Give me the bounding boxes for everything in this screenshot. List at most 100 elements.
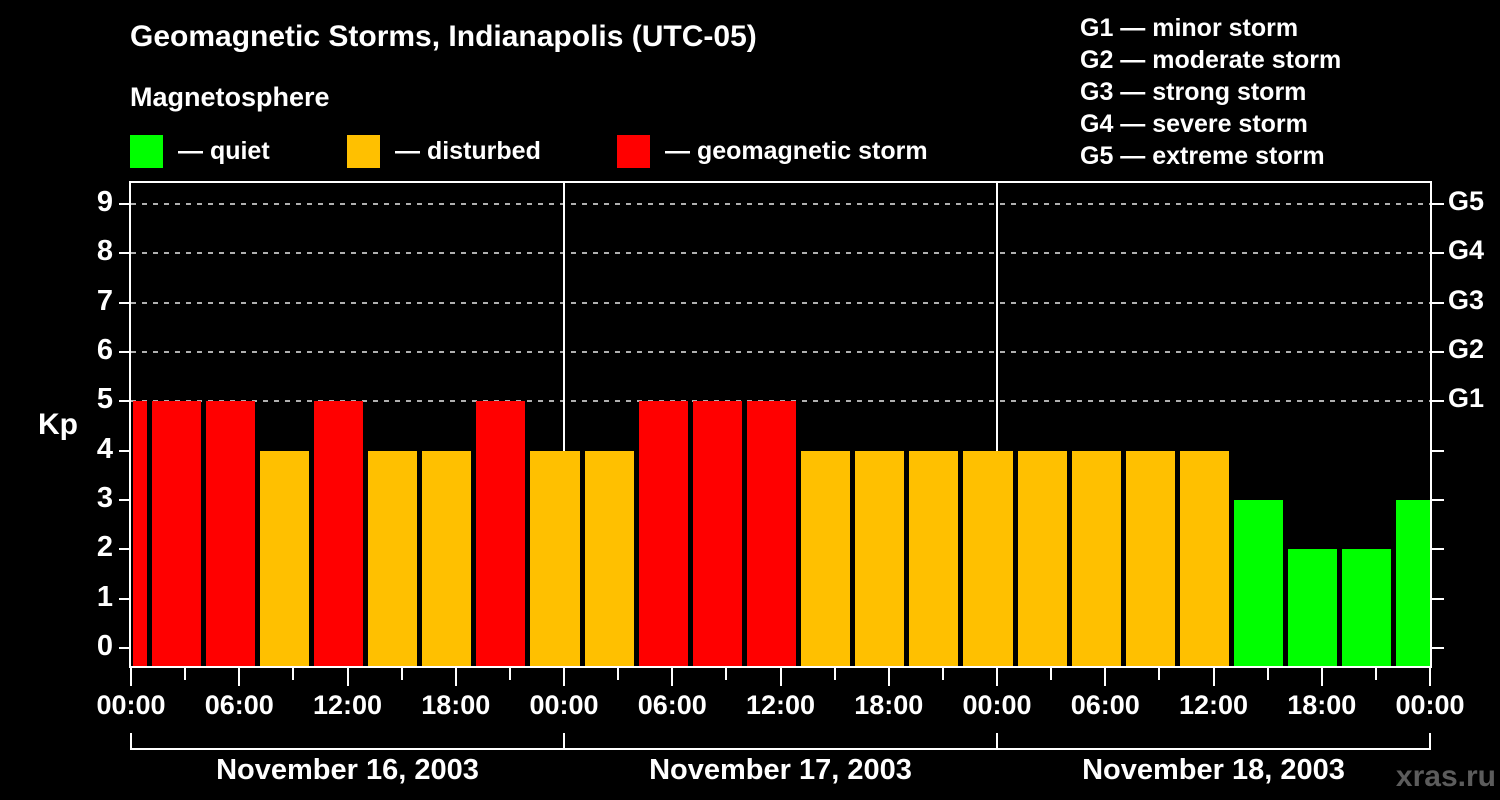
g-axis-label-g2: G2 xyxy=(1448,334,1485,365)
x-axis-major-tick xyxy=(454,668,457,686)
x-axis-minor-tick xyxy=(400,668,403,680)
date-label: November 16, 2003 xyxy=(216,754,479,786)
y-tick-label: 0 xyxy=(96,630,113,662)
g-axis-label-g1: G1 xyxy=(1448,383,1485,414)
g-axis-label-g3: G3 xyxy=(1448,284,1485,315)
x-tick-label: 00:00 xyxy=(529,690,599,720)
page-title: Geomagnetic Storms, Indianapolis (UTC-05… xyxy=(130,20,757,53)
kp-bar xyxy=(1342,549,1392,666)
storm-legend-label: — geomagnetic storm xyxy=(665,137,928,165)
g-scale-legend-item: G1 — minor storm xyxy=(1080,14,1299,42)
kp-bar xyxy=(1288,549,1338,666)
x-tick-label: 12:00 xyxy=(1178,690,1249,720)
g-axis-label-g5: G5 xyxy=(1448,186,1485,217)
kp-bar xyxy=(1179,450,1230,666)
x-tick-label: 06:00 xyxy=(204,690,274,720)
y-axis-tick xyxy=(119,203,129,206)
y-axis-tick xyxy=(119,647,129,649)
x-axis-major-tick xyxy=(779,668,782,686)
kp-bar xyxy=(801,450,851,666)
kp-bar xyxy=(259,450,309,666)
y-axis-tick xyxy=(119,449,129,452)
x-axis-major-tick xyxy=(1104,668,1107,686)
y-axis-tick xyxy=(119,400,129,403)
chart-subtitle: Magnetosphere xyxy=(130,82,330,112)
x-axis-minor-tick xyxy=(725,668,728,680)
g-scale-legend-item: G2 — moderate storm xyxy=(1080,46,1342,74)
right-axis-tick xyxy=(1432,449,1444,452)
kp-bar xyxy=(422,450,472,666)
x-tick-label: 00:00 xyxy=(1395,690,1465,720)
kp-bar xyxy=(368,450,418,666)
kp-bar xyxy=(1125,450,1175,666)
right-axis-tick xyxy=(1432,203,1444,206)
date-label: November 18, 2003 xyxy=(1082,754,1345,786)
watermark: xras.ru xyxy=(1395,760,1496,793)
x-axis-major-tick xyxy=(1429,668,1431,686)
x-tick-label: 06:00 xyxy=(637,690,707,720)
y-axis-tick xyxy=(119,301,129,304)
x-axis-minor-tick xyxy=(833,668,836,680)
y-tick-label: 8 xyxy=(96,235,113,268)
kp-bar xyxy=(1234,500,1284,666)
x-tick-label: 00:00 xyxy=(96,690,166,720)
right-axis-tick xyxy=(1432,499,1444,501)
x-axis-major-tick xyxy=(238,668,241,686)
x-axis-minor-tick xyxy=(1158,668,1161,680)
right-axis-tick xyxy=(1432,351,1444,354)
x-tick-label: 06:00 xyxy=(1070,690,1140,720)
day-bracket-line xyxy=(131,748,1430,750)
y-tick-label: 7 xyxy=(96,284,113,317)
day-bracket-tick xyxy=(1429,733,1431,750)
x-tick-label: 18:00 xyxy=(421,690,491,720)
y-axis-tick xyxy=(119,597,129,600)
kp-bar xyxy=(855,450,905,666)
x-axis-minor-tick xyxy=(1050,668,1053,680)
kp-bar xyxy=(963,450,1013,666)
x-axis-minor-tick xyxy=(292,668,295,680)
x-axis-major-tick xyxy=(1212,668,1215,686)
kp-bar xyxy=(151,401,201,666)
x-axis-major-tick xyxy=(1320,668,1323,686)
right-axis-tick xyxy=(1432,548,1444,551)
x-tick-label: 00:00 xyxy=(962,690,1032,720)
y-tick-label: 1 xyxy=(96,580,113,613)
disturbed-legend-swatch xyxy=(347,135,380,168)
x-axis-minor-tick xyxy=(508,668,511,680)
quiet-legend-swatch xyxy=(130,135,163,168)
kp-bar xyxy=(1071,450,1121,666)
x-axis-minor-tick xyxy=(1374,668,1377,680)
kp-bar xyxy=(133,401,147,666)
plot-area xyxy=(131,183,1430,666)
day-bracket-tick xyxy=(563,733,565,750)
x-tick-label: 18:00 xyxy=(854,690,924,720)
y-tick-label: 6 xyxy=(96,334,113,367)
kp-gridline-9 xyxy=(131,203,1430,206)
day-bracket-tick xyxy=(996,733,998,750)
x-tick-label: 18:00 xyxy=(1287,690,1357,720)
y-axis-tick xyxy=(119,351,129,354)
x-axis-major-tick xyxy=(346,668,349,686)
y-tick-label: 9 xyxy=(96,186,113,219)
kp-bar xyxy=(638,401,688,666)
x-axis-major-tick xyxy=(671,668,674,686)
kp-gridline-7 xyxy=(131,301,1430,304)
right-axis-tick xyxy=(1432,597,1444,600)
kp-gridline-6 xyxy=(131,351,1430,354)
kp-bar xyxy=(1396,500,1430,666)
storm-legend-swatch xyxy=(617,135,650,168)
day-bracket-tick xyxy=(130,733,132,750)
y-tick-label: 3 xyxy=(96,482,113,514)
x-axis-major-tick xyxy=(996,668,998,686)
disturbed-legend-label: — disturbed xyxy=(395,137,541,165)
kp-bar xyxy=(313,401,364,666)
g-axis-label-g4: G4 xyxy=(1448,235,1485,266)
right-axis-tick xyxy=(1432,400,1444,403)
kp-bar xyxy=(1017,450,1067,666)
x-tick-label: 12:00 xyxy=(745,690,816,720)
kp-bar xyxy=(584,450,634,666)
kp-gridline-8 xyxy=(131,252,1430,255)
g-scale-legend-item: G3 — strong storm xyxy=(1080,78,1307,106)
g-scale-legend-item: G4 — severe storm xyxy=(1080,110,1308,138)
